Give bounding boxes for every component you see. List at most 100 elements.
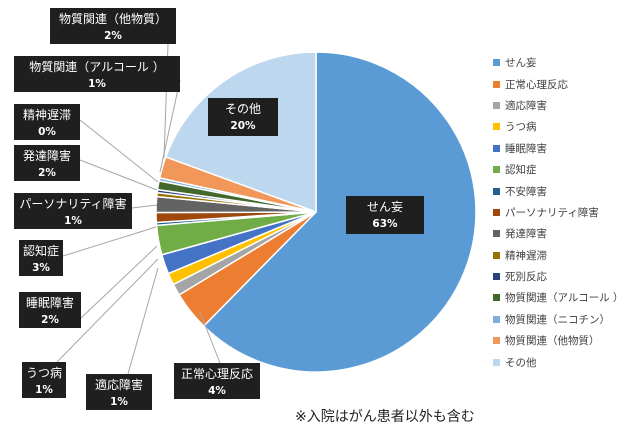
pie-slice-- (202, 51, 477, 373)
data-label--: うつ病 1% (22, 362, 66, 398)
legend-label: 不安障害 (505, 185, 547, 198)
data-label-value: 3% (32, 262, 50, 274)
data-label-value: 1% (88, 78, 106, 90)
chart-legend: せん妄正常心理反応適応障害うつ病睡眠障害認知症不安障害パーソナリティ障害 発達障害… (493, 52, 639, 373)
legend-label: 物質関連（他物質） (505, 335, 600, 348)
leader-line (131, 204, 158, 209)
legend-label: 正常心理反応 (505, 78, 568, 91)
data-label-name: 物質関連（他物質） (59, 11, 167, 26)
data-label-name: パーソナリティ障害 (19, 196, 126, 211)
data-label-value: 2% (41, 314, 59, 326)
legend-label: 死別反応 (505, 271, 547, 284)
leader-line (159, 79, 181, 173)
data-label--: 精神遅滞 0% (14, 104, 80, 140)
legend-swatch (493, 230, 500, 238)
data-label-box (208, 98, 278, 136)
data-label-name: 睡眠障害 (26, 295, 74, 310)
data-label-value: 1% (64, 215, 82, 227)
data-label-box (14, 104, 80, 140)
legend-swatch (493, 123, 500, 131)
legend-label: 発達障害 (505, 228, 547, 241)
data-label-box (346, 196, 424, 234)
data-label-box (14, 145, 80, 181)
data-label-value: 20% (230, 120, 256, 132)
leader-line (79, 159, 158, 191)
legend-label: せん妄 (505, 57, 537, 70)
legend-swatch (493, 166, 500, 174)
data-label-box (19, 292, 81, 328)
legend-label: うつ病 (505, 121, 537, 134)
data-label--: その他 20% (208, 98, 278, 136)
data-label--: パーソナリティ障害 1% (14, 193, 132, 229)
data-label-name: うつ病 (26, 365, 62, 380)
data-label-name: 認知症 (23, 243, 59, 258)
data-label--: 認知症 3% (19, 240, 63, 276)
data-label-name: 精神遅滞 (23, 108, 71, 122)
data-label-value: 2% (104, 30, 122, 42)
legend-swatch (493, 294, 500, 302)
legend-item--: 物質関連（ニコチン） (493, 309, 639, 330)
data-label--: せん妄 63% (346, 196, 424, 234)
legend-swatch (493, 187, 500, 195)
leader-line (199, 311, 221, 364)
legend-item--: パーソナリティ障害 (493, 202, 639, 223)
legend-item--: 不安障害 (493, 180, 639, 201)
data-label-box (22, 362, 66, 398)
data-label--: 物質関連（他物質） 2% (50, 8, 176, 44)
footnote: ※入院はがん患者以外も含む (295, 409, 475, 425)
legend-swatch (493, 337, 500, 345)
legend-label: 睡眠障害 (505, 142, 547, 155)
data-label-name: せん妄 (367, 199, 403, 214)
data-label--: 物質関連（アルコール ） 1% (14, 56, 180, 92)
data-label-name: 発達障害 (23, 148, 71, 163)
legend-item--: その他 (493, 351, 639, 372)
data-label--: 正常心理反応 4% (174, 363, 260, 399)
legend-item--: 物質関連（アルコール ） (493, 287, 639, 308)
data-label-box (86, 374, 152, 410)
data-label-name: 正常心理反応 (181, 367, 253, 381)
leader-line (79, 119, 159, 183)
legend-swatch (493, 208, 500, 216)
legend-label: 認知症 (505, 164, 537, 177)
legend-item--: 正常心理反応 (493, 73, 639, 94)
data-label-value: 2% (38, 167, 56, 179)
data-label-value: 0% (38, 126, 56, 138)
legend-swatch (493, 315, 500, 323)
data-label-box (50, 8, 176, 44)
data-label-name: その他 (225, 102, 261, 116)
data-label-box (14, 193, 132, 229)
legend-item--: せん妄 (493, 52, 639, 73)
legend-item--: 認知症 (493, 159, 639, 180)
legend-label: 精神遅滞 (505, 249, 547, 262)
legend-swatch (493, 358, 500, 366)
legend-item--: 死別反応 (493, 266, 639, 287)
legend-label: パーソナリティ障害 (505, 206, 599, 219)
legend-label: 物質関連（ニコチン） (505, 313, 610, 326)
legend-swatch (493, 273, 500, 281)
leader-line (56, 258, 159, 363)
legend-label: 物質関連（アルコール ） (505, 292, 624, 305)
data-label-value: 1% (35, 384, 53, 396)
data-label--: 睡眠障害 2% (19, 292, 81, 328)
legend-item--: 精神遅滞 (493, 245, 639, 266)
data-label-box (174, 363, 260, 399)
data-label-name: 物質関連（アルコール ） (29, 59, 164, 74)
legend-item--: 発達障害 (493, 223, 639, 244)
leader-line (80, 245, 158, 319)
data-label--: 発達障害 2% (14, 145, 80, 181)
legend-item--: 睡眠障害 (493, 138, 639, 159)
data-label-value: 63% (372, 218, 398, 230)
data-label-value: 1% (110, 396, 128, 408)
data-label--: 適応障害 1% (86, 374, 152, 410)
legend-item--: 適応障害 (493, 95, 639, 116)
leader-line (127, 267, 159, 375)
legend-swatch (493, 80, 500, 88)
leader-line (62, 226, 157, 257)
legend-swatch (493, 101, 500, 109)
legend-item--: 物質関連（他物質） (493, 330, 639, 351)
legend-swatch (493, 144, 500, 152)
legend-swatch (493, 59, 500, 67)
data-label-name: 適応障害 (95, 377, 143, 392)
data-label-value: 4% (208, 385, 226, 397)
